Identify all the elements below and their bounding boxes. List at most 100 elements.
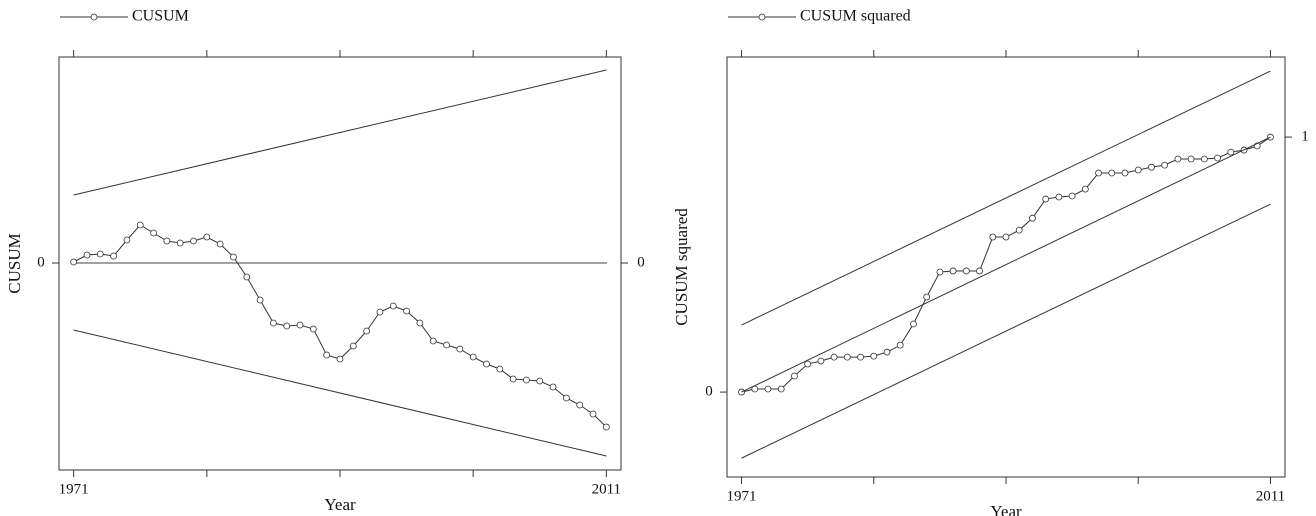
data-point [910,320,917,328]
data-point [843,353,851,361]
data-point [923,293,931,301]
data-point [1187,155,1195,163]
data-point [1148,163,1155,171]
data-point [256,296,264,304]
x-axis-label: Year [324,495,356,514]
data-point [163,237,171,245]
data-point [976,267,983,275]
data-point [896,341,904,349]
data-point [403,307,410,315]
data-point [857,353,864,361]
x-axis-label: Year [990,502,1022,516]
data-point [216,240,224,248]
data-point [136,221,144,229]
data-point [830,353,838,361]
data-point [123,236,131,244]
series-line [73,69,607,196]
y2-tick-label: 0 [637,254,645,270]
series-line [741,203,1271,459]
data-point [230,253,237,261]
data-point [883,348,891,356]
data-point [1214,154,1221,162]
y-axis-label: CUSUM [5,233,24,293]
data-point [1121,169,1129,177]
data-point [309,325,317,333]
data-point [989,233,997,241]
data-point [536,377,544,385]
data-point [804,360,812,368]
data-point [791,372,798,380]
plot-frame [726,56,1286,478]
y-axis-label: CUSUM squared [672,208,691,326]
series-line [741,70,1271,326]
data-point [283,322,291,330]
data-point [363,327,371,335]
data-point [110,252,118,260]
data-point [1068,192,1076,200]
data-point [150,229,157,237]
y2-tick-label: 1 [1301,129,1309,145]
x-tick-label: 1971 [59,481,89,497]
data-point [483,360,490,368]
data-point [176,239,184,247]
x-tick-label: 2011 [592,481,621,497]
data-point [1134,166,1142,174]
data-point [1108,169,1116,177]
data-point [1029,214,1036,222]
y-tick-label: 0 [37,254,45,270]
data-point [523,376,530,384]
series-line [741,136,1271,393]
data-point [562,394,570,402]
data-point [764,385,772,393]
data-point [323,351,331,359]
data-point [469,353,477,361]
series-line [73,329,607,457]
x-tick-label: 1971 [727,488,757,504]
data-point [83,251,91,259]
legend-label: CUSUM [132,8,189,25]
data-point [190,237,197,245]
data-point [96,250,104,258]
data-point [1227,148,1235,156]
data-point [203,233,211,241]
data-point [376,308,384,316]
data-point [70,258,78,266]
data-point [349,342,357,350]
data-point [602,423,610,431]
data-point [1002,233,1010,241]
legend-marker [90,13,98,21]
data-point [443,341,450,349]
data-point [817,357,825,365]
data-point [936,268,944,276]
y-tick-label: 0 [705,384,713,400]
legend-marker [758,13,766,21]
data-point [456,345,464,353]
data-point [962,267,970,275]
data-point [589,410,597,418]
data-point [1174,155,1182,163]
data-point [1200,155,1208,163]
data-point [576,401,584,409]
data-point [1161,161,1169,169]
series-line [73,224,607,428]
data-point [429,337,437,345]
data-point [549,383,557,391]
data-point [777,385,785,393]
data-point [1081,185,1089,193]
data-point [870,352,878,360]
legend-label: CUSUM squared [800,8,911,25]
data-point [496,365,504,373]
data-point [336,355,344,363]
data-point [949,267,957,275]
data-point [416,319,424,327]
data-point [270,319,277,327]
data-point [243,273,251,281]
data-point [1015,226,1023,234]
data-point [1042,195,1050,203]
data-point [296,321,304,329]
data-point [1095,169,1102,177]
x-tick-label: 2011 [1256,488,1285,504]
data-point [509,375,517,383]
